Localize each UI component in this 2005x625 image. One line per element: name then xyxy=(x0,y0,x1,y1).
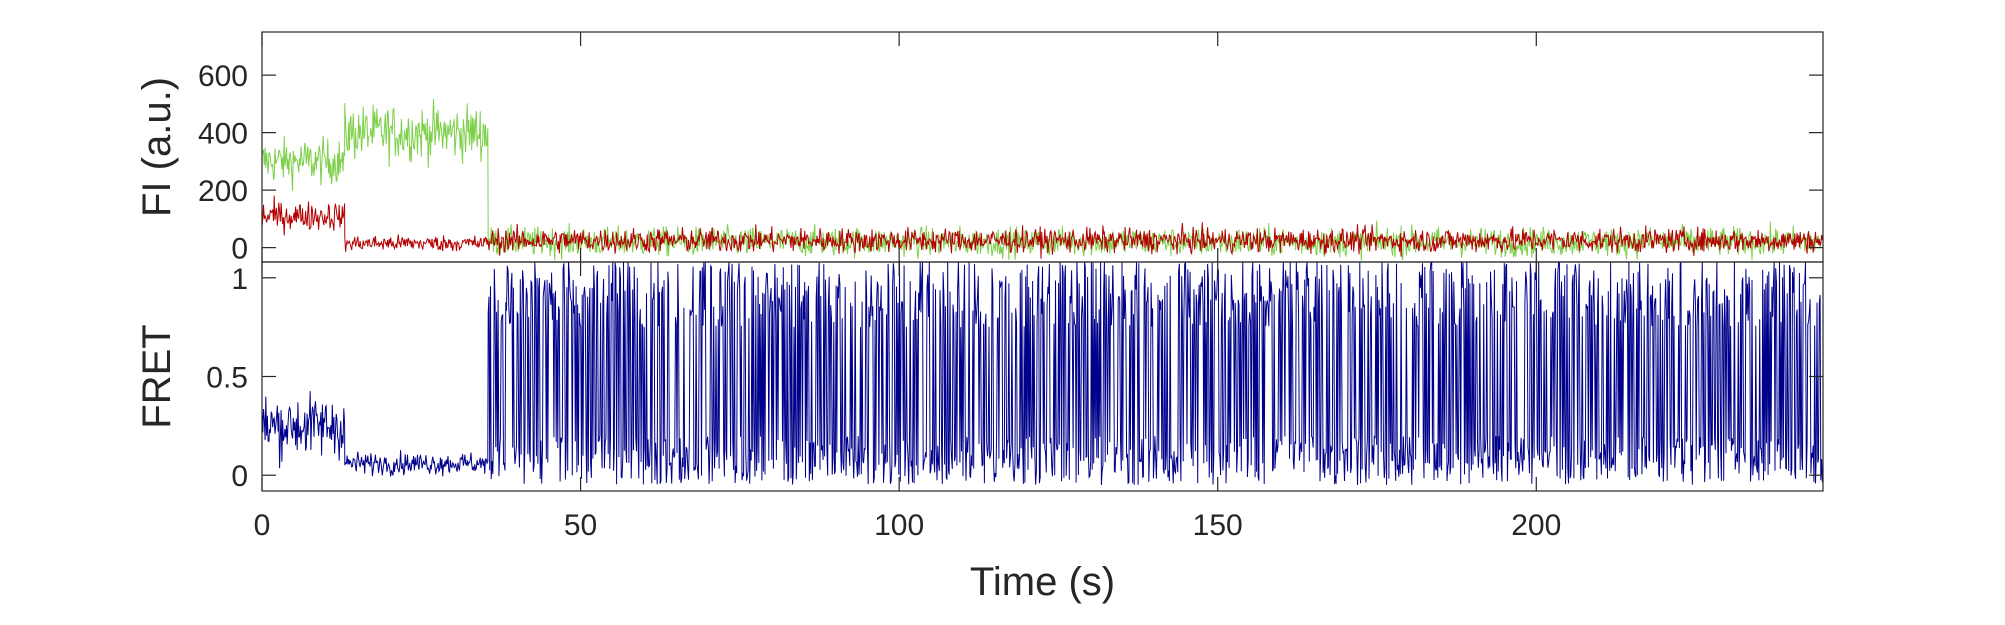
xtick-label: 150 xyxy=(1193,509,1243,542)
y-axis-label: FRET xyxy=(135,324,179,428)
ytick-label: 1 xyxy=(231,263,248,296)
xtick-label: 100 xyxy=(874,509,924,542)
ytick-label: 0 xyxy=(231,233,248,266)
axes-frame-0 xyxy=(261,31,1824,263)
fret-panel: 0 0.5 1 0 50 100 150 200 FRET Time (s) xyxy=(135,261,1824,604)
xtick-label: 200 xyxy=(1511,509,1561,542)
series-line-1-0 xyxy=(261,261,1823,486)
fluorescence-panel: 0 200 400 600 FI (a.u.) xyxy=(135,31,1824,266)
xtick-label: 0 xyxy=(254,509,271,542)
ytick-label: 0.5 xyxy=(206,362,248,395)
ytick-label: 400 xyxy=(198,118,248,151)
x-axis-label: Time (s) xyxy=(970,560,1115,604)
ytick-label: 200 xyxy=(198,175,248,208)
ytick-label: 600 xyxy=(198,60,248,93)
y-axis-label: FI (a.u.) xyxy=(135,77,179,217)
ytick-label: 0 xyxy=(231,460,248,493)
xtick-label: 50 xyxy=(564,509,597,542)
series-line-0-1 xyxy=(261,195,1823,259)
